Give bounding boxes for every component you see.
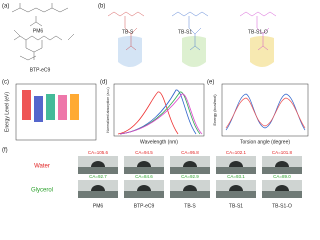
droplet bbox=[137, 185, 151, 191]
contact-angle: CA=105.6 bbox=[88, 150, 109, 155]
substrate bbox=[124, 167, 164, 174]
contact-angle: CA=84.6 bbox=[135, 174, 153, 179]
substrate bbox=[262, 167, 302, 174]
panel-label: (d) bbox=[100, 80, 107, 86]
panel-label: (f) bbox=[2, 148, 8, 154]
row-label: Glycerol bbox=[31, 188, 53, 194]
substrate bbox=[262, 191, 302, 198]
contact-angle: CA=101.8 bbox=[272, 150, 293, 155]
axis-label: Wavelength (nm) bbox=[140, 139, 178, 145]
sample-name: TB-S1-O bbox=[272, 203, 292, 209]
contact-angle: CA=94.5 bbox=[135, 150, 153, 155]
contact-angle-grid: Water CA=105.6 CA=94.5 CA=95.8 CA=102.1 CA=10… bbox=[31, 150, 302, 209]
substrate bbox=[124, 191, 164, 198]
contact-angle: CA=102.1 bbox=[226, 150, 247, 155]
droplet bbox=[91, 161, 105, 167]
droplet bbox=[183, 185, 197, 191]
substrate bbox=[216, 167, 256, 174]
axis-label: Normalized absorption (a.u.) bbox=[106, 87, 110, 132]
molecule-name: PM6 bbox=[33, 28, 44, 34]
axes-frame bbox=[221, 83, 309, 137]
substrate bbox=[78, 191, 118, 198]
molecule-sketch bbox=[11, 3, 75, 61]
droplet bbox=[275, 161, 289, 167]
sample-name: PM6 bbox=[93, 203, 104, 209]
panel-label: (a) bbox=[2, 4, 9, 10]
absorption-curves bbox=[117, 89, 203, 135]
contact-angle: CA=89.0 bbox=[273, 174, 291, 179]
molecule-name: BTP-eC9 bbox=[30, 67, 51, 73]
figure: (a) PM6 BTP-eC9 (b) TB-S TB-S1 TB-S1-O (… bbox=[2, 3, 309, 209]
sample-name: TB-S1 bbox=[229, 203, 243, 209]
droplet bbox=[137, 161, 151, 167]
panel-label: (c) bbox=[2, 80, 9, 86]
molecule-name: TB-S bbox=[122, 29, 134, 35]
axes-frame bbox=[15, 83, 97, 141]
droplet bbox=[91, 185, 105, 191]
panel-label: (e) bbox=[207, 80, 214, 86]
contact-angle: CA=93.1 bbox=[227, 174, 245, 179]
molecule-sketch bbox=[107, 11, 277, 51]
axis-label: Energy (kcal/mol) bbox=[212, 94, 217, 126]
substrate bbox=[170, 191, 210, 198]
substrate bbox=[170, 167, 210, 174]
substrate bbox=[216, 191, 256, 198]
sample-name: TB-S bbox=[184, 203, 196, 209]
axes-frame bbox=[113, 83, 205, 137]
axis-label: Energy Level (eV) bbox=[4, 92, 10, 132]
contact-angle: CA=95.8 bbox=[181, 150, 199, 155]
side-chain-highlights bbox=[118, 36, 274, 67]
row-label: Water bbox=[34, 164, 50, 170]
droplet bbox=[275, 185, 289, 191]
sample-name: BTP-eC9 bbox=[134, 203, 155, 209]
energy-bars bbox=[22, 90, 79, 122]
contact-angle: CA=92.7 bbox=[89, 174, 107, 179]
panel-label: (b) bbox=[98, 4, 105, 10]
molecule-name: TB-S1 bbox=[178, 29, 192, 35]
droplet bbox=[229, 161, 243, 167]
droplet bbox=[183, 161, 197, 167]
molecule-name: TB-S1-O bbox=[248, 29, 268, 35]
contact-angle: CA=92.9 bbox=[181, 174, 199, 179]
droplet bbox=[229, 185, 243, 191]
torsion-curves bbox=[225, 93, 306, 131]
substrate bbox=[78, 167, 118, 174]
axis-label: Torsion angle (degree) bbox=[240, 139, 290, 145]
